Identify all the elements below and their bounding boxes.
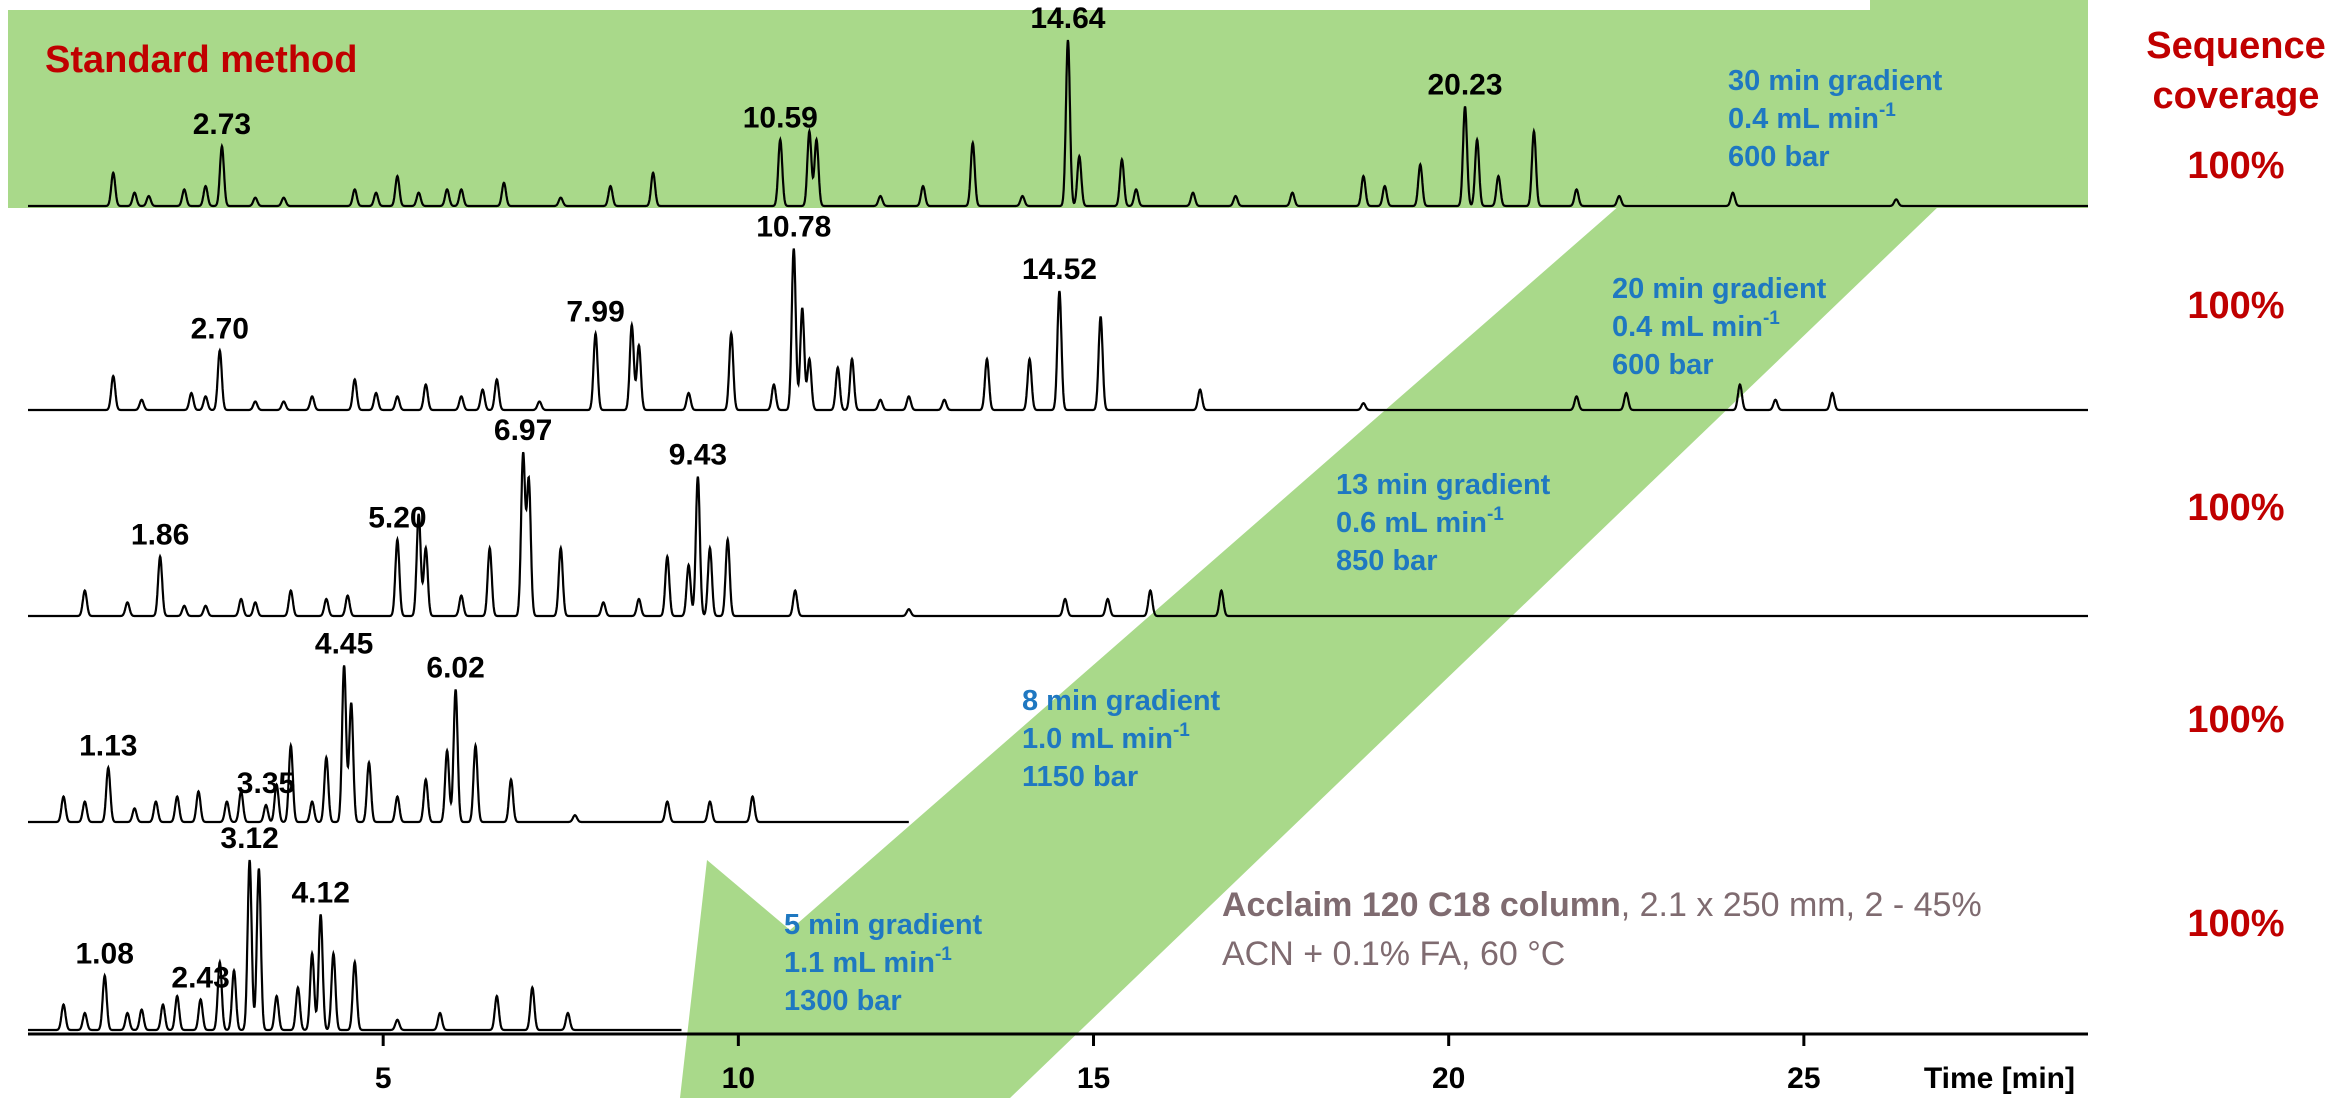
chromatogram-trace-1 [28,39,2088,208]
peak-label: 10.59 [743,102,818,135]
gradient-label: 8 min gradient [1022,685,1221,717]
peak-label: 1.08 [76,938,134,971]
peak-label: 2.73 [193,108,251,141]
peak-label: 2.70 [191,313,249,346]
gradient-label: 5 min gradient [784,909,983,941]
peak-label: 3.12 [220,822,278,855]
flow-rate-label: 0.4 mL min-1 [1612,308,1780,343]
gradient-arrow-band [680,0,2088,1098]
flow-rate-label: 0.4 mL min-1 [1728,100,1896,135]
flow-rate-exponent: -1 [935,944,952,965]
peak-label: 7.99 [566,296,624,329]
x-tick-label: 15 [1077,1062,1110,1095]
flow-rate-label: 0.6 mL min-1 [1336,504,1504,539]
coverage-value: 100% [2187,285,2284,327]
peak-labels-layer: 2.73 10.59 14.64 20.23 2.70 7.99 10.78 14.52 1.8… [76,2,1503,994]
flow-rate-exponent: -1 [1173,720,1190,741]
x-tick-label: 10 [722,1062,755,1095]
chromatogram-trace-4 [28,665,909,824]
peak-label: 3.35 [237,767,295,800]
flow-rate-value: 0.4 mL min [1728,103,1879,135]
flow-rate-value: 0.6 mL min [1336,507,1487,539]
flow-rate-exponent: -1 [1487,504,1504,525]
x-tick-label: 25 [1787,1062,1820,1095]
peak-label: 6.97 [494,414,552,447]
pressure-label: 600 bar [1728,141,1830,173]
gradient-label: 30 min gradient [1728,65,1943,97]
chart-title: Standard method [45,39,357,81]
pressure-label: 1300 bar [784,985,902,1017]
peak-label: 14.64 [1030,2,1105,35]
traces-layer [28,39,2088,1032]
flow-rate-label: 1.0 mL min-1 [1022,720,1190,755]
x-axis-label: Time [min] [1924,1062,2075,1095]
flow-rate-value: 1.1 mL min [784,947,935,979]
peak-label: 2.43 [171,961,229,994]
coverage-header-line2: coverage [2153,75,2320,117]
flow-rate-label: 1.1 mL min-1 [784,944,952,979]
column-details: , 2.1 x 250 mm, 2 - 45% [1621,886,1982,924]
gradient-label: 13 min gradient [1336,469,1551,501]
peak-label: 14.52 [1022,253,1097,286]
peak-label: 4.45 [315,627,373,660]
peak-label: 20.23 [1427,68,1502,101]
flow-rate-value: 1.0 mL min [1022,723,1173,755]
chromatogram-trace-2 [28,248,2088,412]
coverage-value: 100% [2187,487,2284,529]
x-tick-label: 20 [1432,1062,1465,1095]
x-ticks-layer: 5 10 15 20 25 [375,1034,1821,1095]
chromatogram-trace-5 [28,859,682,1032]
pressure-label: 1150 bar [1022,761,1138,793]
peak-label: 1.13 [79,730,137,763]
gradient-label: 20 min gradient [1612,273,1827,305]
coverage-values-layer: 100% 100% 100% 100% 100% [2187,145,2284,945]
chromatogram-trace-3 [28,451,2088,618]
coverage-value: 100% [2187,903,2284,945]
column-name: Acclaim 120 C18 column [1222,886,1621,924]
peak-label: 6.02 [426,651,484,684]
column-info-line1: Acclaim 120 C18 column, 2.1 x 250 mm, 2 … [1222,886,1982,924]
flow-rate-exponent: -1 [1879,100,1896,121]
pressure-label: 850 bar [1336,545,1438,577]
flow-rate-exponent: -1 [1763,308,1780,329]
peak-label: 10.78 [756,211,831,244]
peak-label: 5.20 [368,502,426,535]
coverage-header-line1: Sequence [2146,25,2326,67]
coverage-value: 100% [2187,699,2284,741]
flow-rate-value: 0.4 mL min [1612,311,1763,343]
coverage-value: 100% [2187,145,2284,187]
column-info-line2: ACN + 0.1% FA, 60 °C [1222,935,1565,973]
peak-label: 4.12 [292,876,350,909]
peak-label: 9.43 [669,439,727,472]
x-tick-label: 5 [375,1062,392,1095]
peak-label: 1.86 [131,519,189,552]
pressure-label: 600 bar [1612,349,1714,381]
